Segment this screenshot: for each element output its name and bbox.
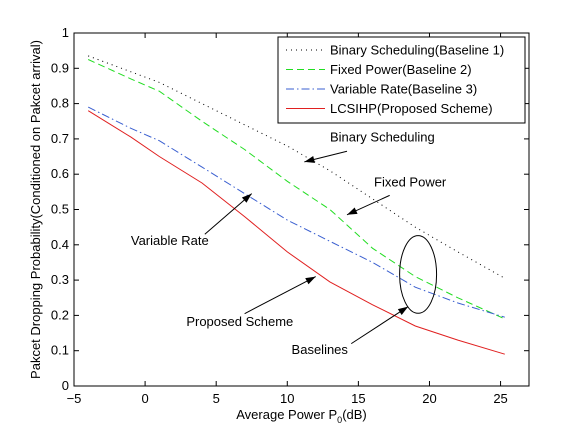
annotation-fixed-arrow [346, 194, 390, 216]
legend-label-binary-scheduling-baseline-1: Binary Scheduling(Baseline 1) [330, 43, 504, 58]
annotation-proposed-arrow [244, 276, 316, 315]
annotation-fixed-arrow-head [347, 207, 358, 215]
annotations: Binary Scheduling Fixed Power Variable Rat… [131, 130, 447, 358]
x-axis-label-main: Average Power P [236, 407, 337, 422]
legend-label-fixed-power-baseline-2: Fixed Power(Baseline 2) [330, 62, 472, 77]
series-line-variable-rate-baseline-3 [87, 106, 505, 318]
legend-label-lcsihp-proposed-scheme: LCSIHP(Proposed Scheme) [330, 101, 493, 116]
x-tick-label: 10 [280, 391, 294, 406]
annotation-baselines-arrow-head [397, 306, 409, 315]
y-tick-label: 0.7 [51, 131, 69, 146]
x-tick-label: 0 [141, 391, 148, 406]
annotation-baselines-arrow-shaft [350, 306, 409, 345]
x-tick-label: 5 [213, 391, 220, 406]
y-tick-label: 0.5 [51, 202, 69, 217]
annotation-baselines-label: Baselines [292, 342, 349, 357]
x-tick-label: −5 [67, 391, 82, 406]
y-tick-label: 0.9 [51, 60, 69, 75]
annotation-proposed-arrow-shaft [244, 276, 316, 315]
x-axis-label-sub: 0 [337, 415, 342, 425]
x-axis-label-unit: (dB) [342, 407, 367, 422]
annotation-variable-arrow-head [241, 193, 252, 203]
y-tick-label: 0.4 [51, 237, 69, 252]
x-tick-label: 20 [422, 391, 436, 406]
annotation-proposed-label: Proposed Scheme [186, 314, 293, 329]
y-tick-label: 0.3 [51, 272, 69, 287]
y-tick-label: 0.1 [51, 343, 69, 358]
axis-ticks: −5 0 5 10 15 20 2500.10.20.30.40.50.60.70.80.9… [51, 25, 529, 406]
legend: Binary Scheduling(Baseline 1) Fixed Power… [277, 36, 526, 124]
legend-label-variable-rate-baseline-3: Variable Rate(Baseline 3) [330, 82, 477, 97]
annotation-baselines-arrow [350, 306, 409, 345]
annotation-proposed-arrow-head [305, 276, 316, 285]
annotation-variable-arrow [204, 193, 253, 235]
y-tick-label: 0.2 [51, 307, 69, 322]
y-tick-label: 0.6 [51, 166, 69, 181]
series-lines [87, 55, 506, 355]
annotation-binary-label: Binary Scheduling [330, 130, 435, 145]
series-line-lcsihp-proposed-scheme [87, 110, 505, 355]
baselines-ellipse [399, 235, 438, 314]
x-tick-label: 15 [351, 391, 365, 406]
x-tick-label: 25 [493, 391, 507, 406]
series-line-binary-scheduling-baseline-1 [88, 55, 506, 279]
x-axis-label: Average Power P0(dB) [236, 407, 367, 425]
annotation-binary-arrow [304, 150, 348, 163]
annotation-binary-arrow-head [304, 156, 315, 163]
annotation-variable-arrow-shaft [204, 193, 253, 235]
annotation-variable-label: Variable Rate [131, 233, 209, 248]
annotation-fixed-label: Fixed Power [374, 175, 447, 190]
series-line-fixed-power-baseline-2 [87, 59, 506, 320]
y-tick-label: 1 [62, 25, 69, 40]
y-tick-label: 0.8 [51, 96, 69, 111]
y-tick-label: 0 [62, 378, 69, 393]
y-axis-label: Pakcet Dropping Probability(Conditioned … [28, 40, 43, 379]
